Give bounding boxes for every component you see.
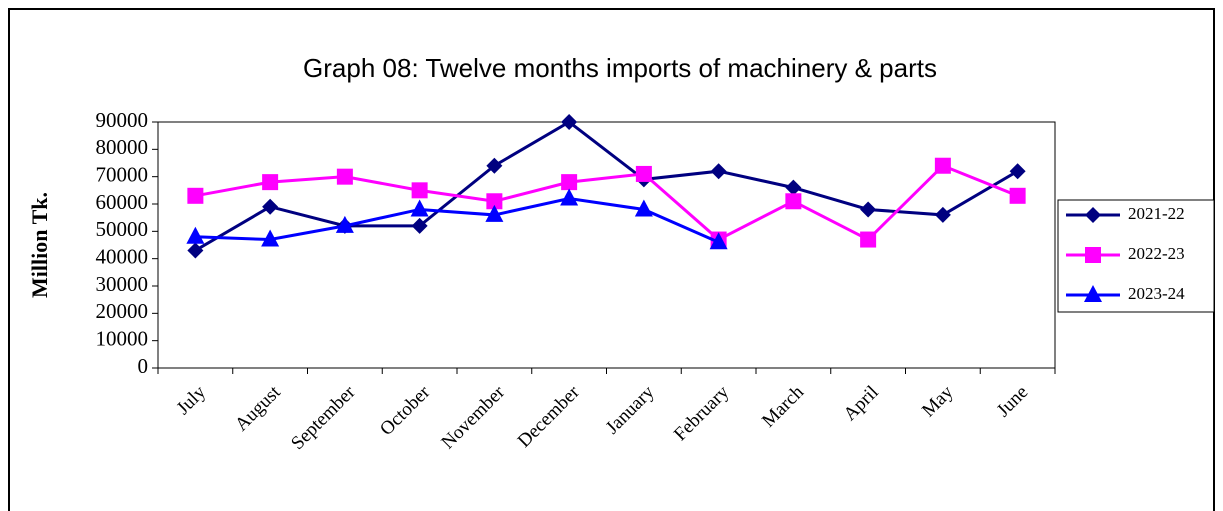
marker xyxy=(261,229,280,247)
marker xyxy=(411,217,428,234)
marker xyxy=(336,168,353,185)
marker xyxy=(634,199,653,217)
marker xyxy=(709,232,728,250)
chart-border xyxy=(8,8,1215,511)
y-tick-label: 30000 xyxy=(96,272,149,296)
chart-title: Graph 08: Twelve months imports of machi… xyxy=(303,53,937,83)
y-tick-label: 80000 xyxy=(96,135,149,159)
marker xyxy=(486,193,503,210)
legend-label: 2022-23 xyxy=(1128,244,1185,263)
marker xyxy=(860,231,877,248)
marker xyxy=(335,215,354,233)
marker xyxy=(410,199,429,217)
marker xyxy=(486,157,503,174)
legend-label: 2023-24 xyxy=(1128,284,1185,303)
series-line xyxy=(195,197,720,244)
marker xyxy=(187,187,204,204)
marker xyxy=(1009,187,1026,204)
marker xyxy=(860,201,877,218)
marker xyxy=(785,193,802,210)
marker xyxy=(560,188,579,206)
y-tick-label: 20000 xyxy=(96,299,149,323)
y-tick-label: 90000 xyxy=(96,108,149,132)
marker xyxy=(785,179,802,196)
y-tick-label: 40000 xyxy=(96,244,149,268)
y-tick-label: 70000 xyxy=(96,162,149,186)
marker xyxy=(561,114,578,130)
marker xyxy=(186,226,205,244)
marker xyxy=(710,163,727,180)
y-tick-label: 0 xyxy=(138,354,149,378)
marker xyxy=(635,165,652,182)
series-line xyxy=(195,163,1019,242)
marker xyxy=(262,198,279,215)
marker xyxy=(1009,163,1026,180)
marker xyxy=(1085,207,1101,223)
marker xyxy=(561,174,578,191)
series-line xyxy=(194,120,1019,252)
marker xyxy=(934,157,951,174)
marker xyxy=(187,242,204,259)
y-axis-label: Million Tk. xyxy=(27,192,52,298)
marker xyxy=(411,182,428,199)
marker xyxy=(262,174,279,191)
y-tick-label: 50000 xyxy=(96,217,149,241)
marker xyxy=(1084,285,1102,302)
marker xyxy=(485,204,504,222)
marker xyxy=(934,206,951,223)
marker xyxy=(1085,247,1101,263)
y-tick-label: 10000 xyxy=(96,326,149,350)
y-tick-label: 60000 xyxy=(96,190,149,214)
legend-label: 2021-22 xyxy=(1128,204,1185,223)
